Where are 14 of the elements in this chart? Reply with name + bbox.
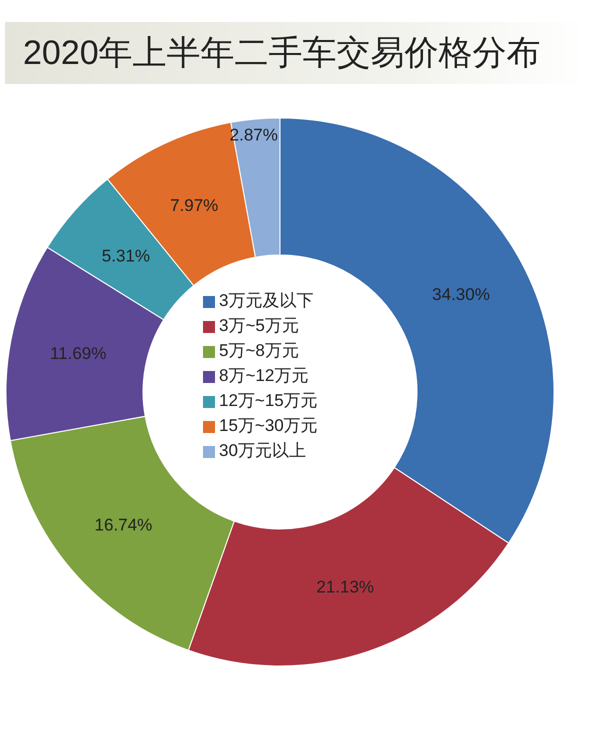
data-label: 34.30% xyxy=(432,285,490,304)
data-label: 11.69% xyxy=(50,344,106,363)
legend-label: 15万~30万元 xyxy=(219,416,318,435)
data-label: 7.97% xyxy=(170,196,218,215)
data-label: 21.13% xyxy=(316,577,374,596)
legend-label: 3万~5万元 xyxy=(219,316,299,335)
legend-label: 3万元及以下 xyxy=(219,291,314,310)
legend-label: 5万~8万元 xyxy=(219,341,299,360)
legend-label: 8万~12万元 xyxy=(219,366,308,385)
chart-title: 2020年上半年二手车交易价格分布 xyxy=(23,33,541,74)
legend-label: 30万元以上 xyxy=(219,441,306,460)
legend-label: 12万~15万元 xyxy=(219,391,318,410)
data-label: 16.74% xyxy=(94,516,152,535)
data-label: 5.31% xyxy=(102,246,150,266)
